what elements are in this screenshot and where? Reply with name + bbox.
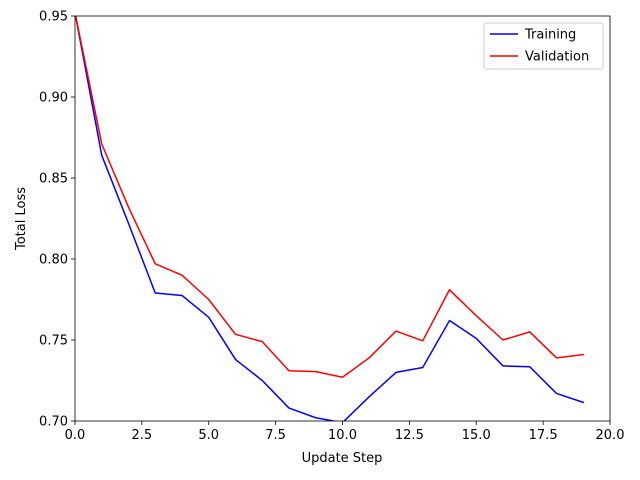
y-tick-label: 0.90	[39, 91, 68, 106]
legend-label-validation: Validation	[525, 50, 589, 65]
x-tick-label: 5.0	[198, 428, 219, 443]
x-tick-label: 15.0	[462, 428, 491, 443]
y-tick-label: 0.80	[39, 253, 68, 268]
y-axis-label: Total Loss	[14, 187, 29, 251]
series-lines	[75, 16, 585, 421]
x-tick-label: 17.5	[529, 428, 558, 443]
legend: Training Validation	[483, 22, 604, 70]
legend-label-training: Training	[524, 28, 576, 43]
x-axis-label: Update Step	[302, 451, 383, 466]
plot-layer	[75, 16, 585, 421]
x-tick-label: 12.5	[395, 428, 424, 443]
x-tick-label: 7.5	[265, 428, 286, 443]
y-tick-label: 0.95	[39, 10, 68, 25]
x-tick-label: 0.0	[65, 428, 86, 443]
y-tick-label: 0.70	[39, 415, 68, 430]
y-tick-label: 0.75	[39, 334, 68, 349]
series-line-validation	[75, 16, 585, 379]
y-tick-label: 0.85	[39, 172, 68, 187]
x-tick-label: 10.0	[328, 428, 357, 443]
axes-layer: 0.0 2.5 5.0 7.5 10.0 12.5 15.0 17.5 20.0 0.70 0.75…	[39, 10, 624, 444]
series-line-training	[75, 16, 585, 421]
x-tick-label: 20.0	[596, 428, 625, 443]
x-tick-label: 2.5	[132, 428, 153, 443]
